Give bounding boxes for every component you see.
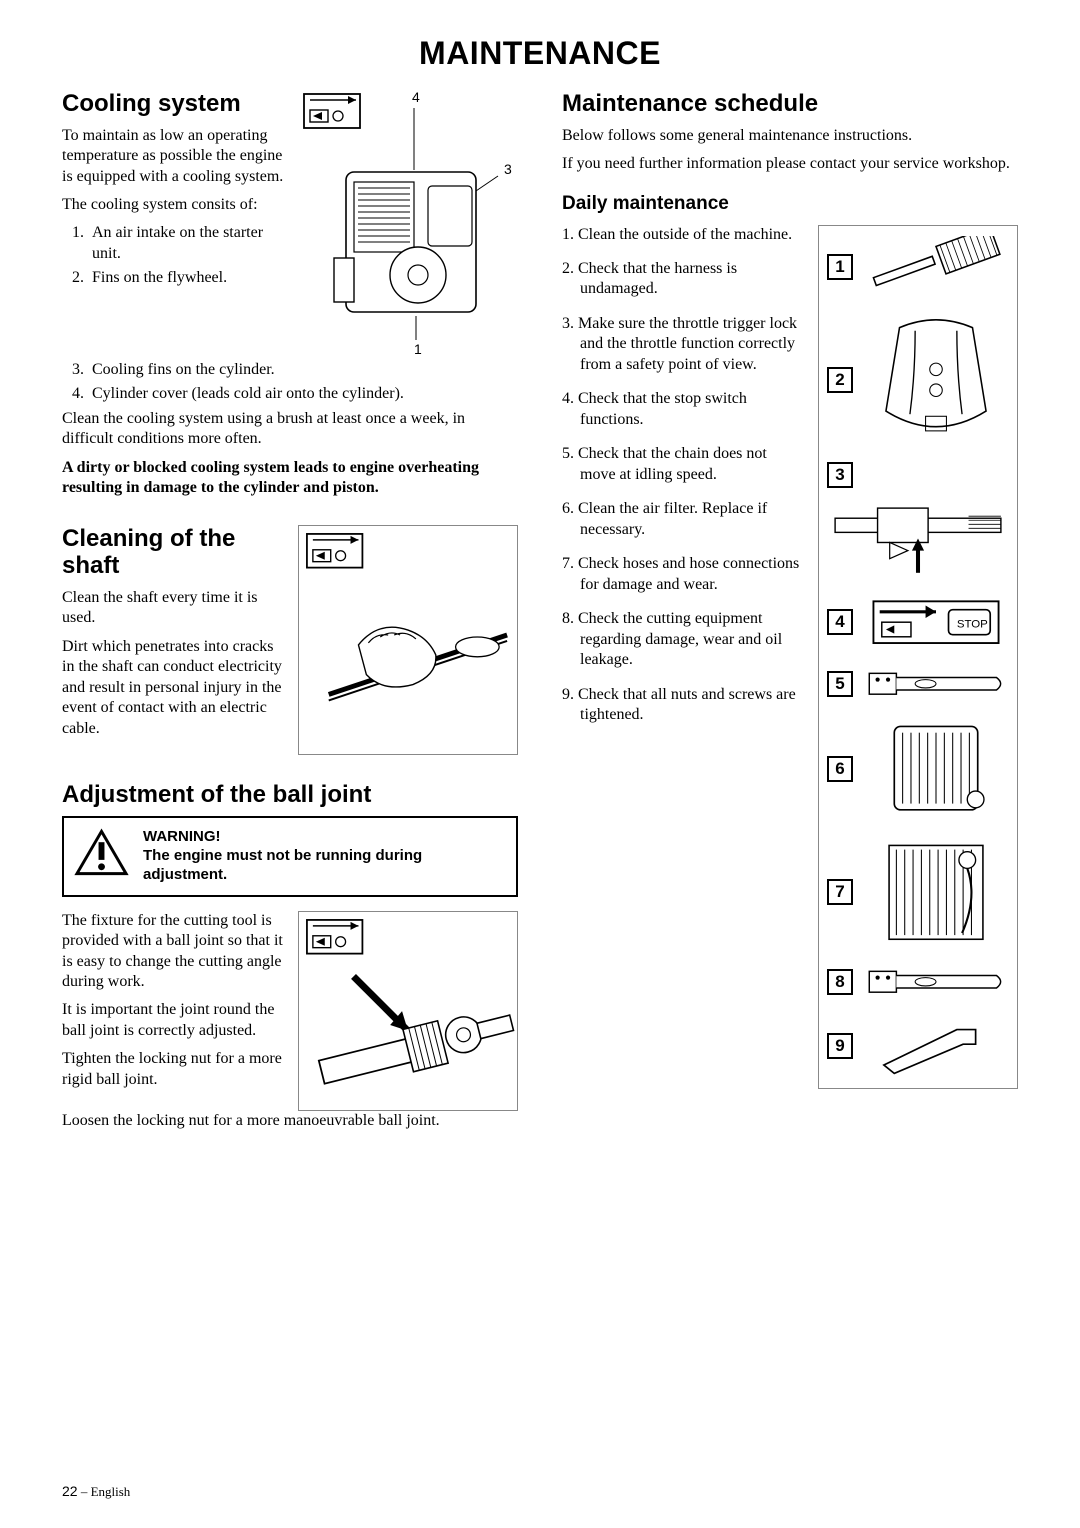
section-shaft: Cleaning of the shaft Clean the shaft ev… xyxy=(62,525,518,755)
figure-cooling-engine: 4 3 xyxy=(298,90,518,360)
cooling-p4-bold: A dirty or blocked cooling system leads … xyxy=(62,458,518,499)
dfnum-8: 8 xyxy=(827,969,853,995)
figure-ball-joint xyxy=(298,911,518,1111)
dfnum-9: 9 xyxy=(827,1033,853,1059)
dfnum-5: 5 xyxy=(827,671,853,697)
daily-list: 1. Clean the outside of the machine. 2. … xyxy=(562,225,800,726)
dfnum-3: 3 xyxy=(827,462,853,488)
fig-throttle-icon xyxy=(827,498,1009,579)
shaft-p1: Clean the shaft every time it is used. xyxy=(62,588,286,629)
warning-title: WARNING! xyxy=(143,828,504,847)
page-number: 22 xyxy=(62,1483,78,1499)
section-cooling: Cooling system To maintain as low an ope… xyxy=(62,90,518,499)
dfnum-7: 7 xyxy=(827,879,853,905)
fig-wrench-icon xyxy=(863,1015,1009,1078)
page-title: MAINTENANCE xyxy=(62,35,1018,72)
fig-label-4: 4 xyxy=(412,90,420,105)
cooling-p2: The cooling system consits of: xyxy=(62,195,286,215)
section-schedule: Maintenance schedule Below follows some … xyxy=(562,90,1018,175)
dfnum-6: 6 xyxy=(827,756,853,782)
cooling-list-bottom: Cooling fins on the cylinder. Cylinder c… xyxy=(62,360,518,405)
right-column: Maintenance schedule Below follows some … xyxy=(562,90,1018,1157)
heading-daily: Daily maintenance xyxy=(562,193,1018,215)
fig-cutting-icon xyxy=(863,963,1009,1001)
heading-schedule: Maintenance schedule xyxy=(562,90,1018,118)
fig-harness-icon xyxy=(863,312,1009,448)
cooling-item-2: Fins on the flywheel. xyxy=(88,268,286,288)
cooling-item-3: Cooling fins on the cylinder. xyxy=(88,360,518,380)
fig-stopswitch-icon: STOP xyxy=(863,593,1009,651)
fig-label-3: 3 xyxy=(504,161,512,177)
two-column-layout: Cooling system To maintain as low an ope… xyxy=(62,90,1018,1157)
dfitem-4: 4 STOP xyxy=(827,593,1009,651)
daily-item-9: 9. Check that all nuts and screws are ti… xyxy=(562,685,800,726)
page-lang: – English xyxy=(78,1484,131,1499)
dfitem-6: 6 xyxy=(827,716,1009,820)
fig-chain-idle-icon xyxy=(863,665,1009,703)
section-daily: Daily maintenance 1. Clean the outside o… xyxy=(562,193,1018,1089)
dfnum-2: 2 xyxy=(827,367,853,393)
svg-text:STOP: STOP xyxy=(957,618,988,630)
heading-shaft: Cleaning of the shaft xyxy=(62,525,286,580)
ball-p3: Tighten the locking nut for a more rigid… xyxy=(62,1049,286,1090)
daily-item-1: 1. Clean the outside of the machine. xyxy=(562,225,800,245)
ball-p1: The fixture for the cutting tool is prov… xyxy=(62,911,286,993)
ball-p4: Loosen the locking nut for a more manoeu… xyxy=(62,1111,518,1131)
daily-item-4: 4. Check that the stop switch functions. xyxy=(562,389,800,430)
dfitem-2: 2 xyxy=(827,312,1009,448)
cooling-item-1: An air intake on the starter unit. xyxy=(88,223,286,264)
schedule-p1: Below follows some general maintenance i… xyxy=(562,126,1018,146)
cooling-item-4: Cylinder cover (leads cold air onto the … xyxy=(88,384,518,404)
warning-text: The engine must not be running during ad… xyxy=(143,847,504,885)
shaft-p2: Dirt which penetrates into cracks in the… xyxy=(62,637,286,739)
dfitem-8: 8 xyxy=(827,963,1009,1001)
dfitem-3: 3 xyxy=(827,462,1009,579)
cooling-p3: Clean the cooling system using a brush a… xyxy=(62,409,518,450)
fig-label-1: 1 xyxy=(414,341,422,357)
dfnum-4: 4 xyxy=(827,609,853,635)
dfitem-7: 7 xyxy=(827,835,1009,950)
dfitem-9: 9 xyxy=(827,1015,1009,1078)
cooling-list-top: An air intake on the starter unit. Fins … xyxy=(62,223,286,288)
heading-cooling: Cooling system xyxy=(62,90,286,118)
warning-box: WARNING! The engine must not be running … xyxy=(62,816,518,896)
ball-p2: It is important the joint round the ball… xyxy=(62,1000,286,1041)
left-column: Cooling system To maintain as low an ope… xyxy=(62,90,518,1157)
dfitem-1: 1 xyxy=(827,236,1009,299)
daily-item-6: 6. Clean the air filter. Replace if nece… xyxy=(562,499,800,540)
daily-figure-panel: 1 2 xyxy=(818,225,1018,1089)
heading-ball-joint: Adjustment of the ball joint xyxy=(62,781,518,809)
fig-brush-icon xyxy=(863,236,1009,299)
daily-item-7: 7. Check hoses and hose connections for … xyxy=(562,554,800,595)
section-ball-joint: Adjustment of the ball joint WARNING! Th… xyxy=(62,781,518,1131)
dfnum-1: 1 xyxy=(827,254,853,280)
daily-item-3: 3. Make sure the throttle trigger lock a… xyxy=(562,314,800,375)
daily-item-5: 5. Check that the chain does not move at… xyxy=(562,444,800,485)
daily-item-2: 2. Check that the harness is undamaged. xyxy=(562,259,800,300)
fig-airfilter-icon xyxy=(863,716,1009,820)
cooling-p1: To maintain as low an operating temperat… xyxy=(62,126,286,187)
dfitem-5: 5 xyxy=(827,665,1009,703)
fig-hoses-icon xyxy=(863,835,1009,950)
figure-shaft-cleaning xyxy=(298,525,518,755)
warning-icon xyxy=(74,828,129,878)
schedule-p2: If you need further information please c… xyxy=(562,154,1018,174)
daily-item-8: 8. Check the cutting equipment regarding… xyxy=(562,609,800,670)
page-footer: 22 – English xyxy=(62,1483,130,1500)
